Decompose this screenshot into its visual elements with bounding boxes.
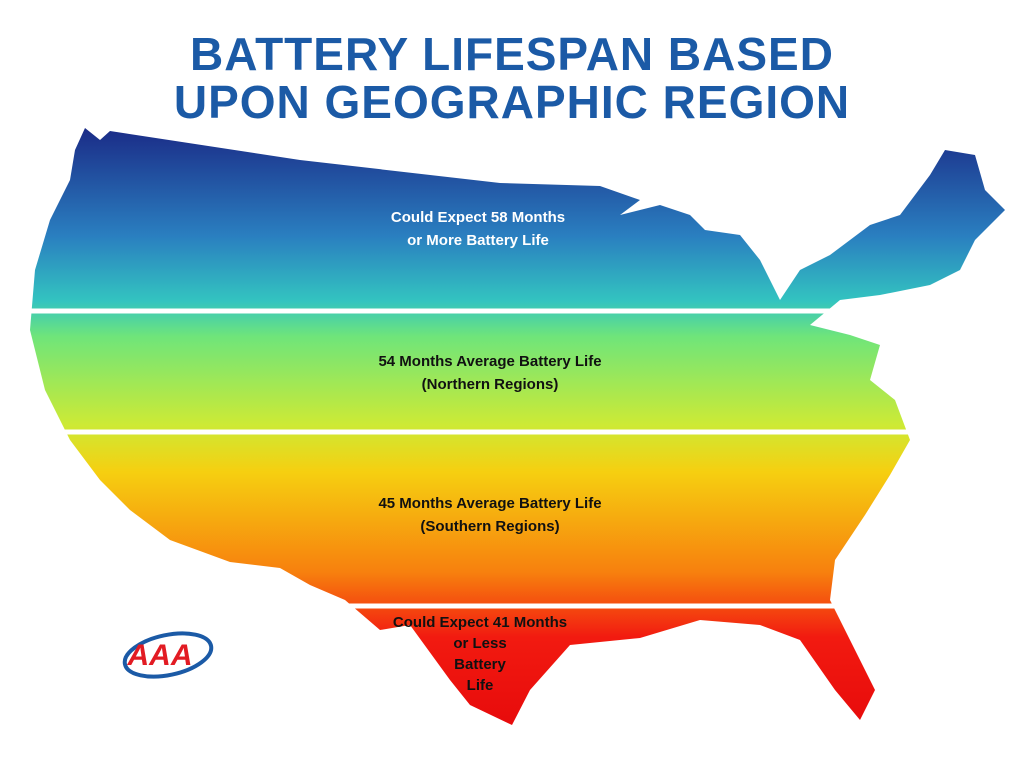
region-label: Life	[467, 677, 494, 694]
title-line: BATTERY LIFESPAN BASED	[190, 28, 834, 80]
region-label: 54 Months Average Battery Life	[378, 353, 601, 370]
region-label: Could Expect 41 Months	[393, 614, 567, 631]
us-map	[30, 128, 1005, 725]
region-label: (Northern Regions)	[422, 376, 559, 393]
aaa-logo: AAA	[122, 631, 214, 679]
region-label: Battery	[454, 656, 506, 673]
region-label: Could Expect 58 Months	[391, 209, 565, 226]
title-line: UPON GEOGRAPHIC REGION	[174, 76, 850, 128]
region-label: or More Battery Life	[407, 232, 549, 249]
region-dividers	[20, 308, 1010, 609]
region-label: 45 Months Average Battery Life	[378, 495, 601, 512]
region-label: (Southern Regions)	[420, 518, 559, 535]
logo-text: AAA	[127, 639, 193, 672]
region-label: or Less	[453, 635, 506, 652]
